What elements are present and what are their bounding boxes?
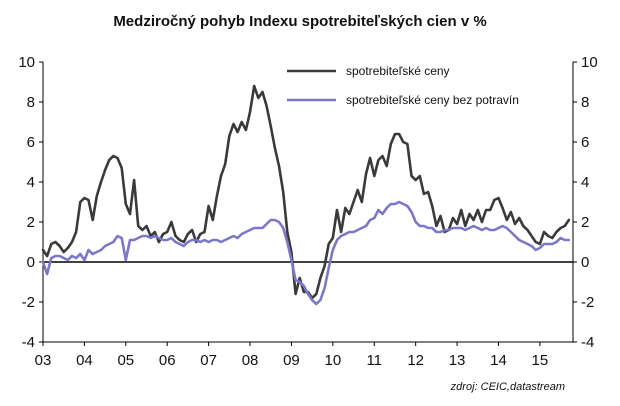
x-tick-label: 08 bbox=[242, 352, 259, 369]
y-tick-label-right: 10 bbox=[581, 54, 598, 71]
x-tick-label: 10 bbox=[325, 352, 342, 369]
y-tick-label-left: -4 bbox=[22, 334, 35, 351]
y-tick-label-right: 2 bbox=[581, 214, 589, 231]
x-tick-label: 03 bbox=[35, 352, 52, 369]
x-tick-label: 04 bbox=[76, 352, 93, 369]
x-tick-label: 05 bbox=[117, 352, 134, 369]
axes: -4 -4 -2 -2 0 0 2 2 4 4 6 6 8 8 10 10 03 04 05 06 07 08 09 10 11… bbox=[18, 54, 597, 369]
y-tick-label-right: 0 bbox=[581, 254, 589, 271]
series-lines bbox=[41, 84, 571, 306]
x-tick-label: 13 bbox=[449, 352, 466, 369]
y-tick-label-left: 0 bbox=[27, 254, 35, 271]
x-tick-label: 11 bbox=[366, 352, 382, 369]
y-tick-label-right: 6 bbox=[581, 134, 589, 151]
legend-label: spotrebiteľské ceny bbox=[346, 64, 450, 78]
y-tick-label-right: 8 bbox=[581, 94, 589, 111]
legend: spotrebiteľské ceny spotrebiteľské ceny b… bbox=[287, 64, 519, 107]
x-tick-label: 06 bbox=[159, 352, 176, 369]
x-tick-label: 12 bbox=[407, 352, 424, 369]
source-note: zdroj: CEIC,datastream bbox=[450, 381, 565, 393]
x-tick-label: 09 bbox=[283, 352, 300, 369]
y-tick-label-right: 4 bbox=[581, 174, 589, 191]
y-tick-label-left: 8 bbox=[27, 94, 35, 111]
y-tick-label-left: 2 bbox=[27, 214, 35, 231]
x-tick-label: 15 bbox=[532, 352, 549, 369]
chart-title: Medziročný pohyb Indexu spotrebiteľských… bbox=[113, 13, 486, 30]
x-tick-label: 14 bbox=[490, 352, 507, 369]
x-tick-label: 07 bbox=[200, 352, 217, 369]
y-tick-label-left: 4 bbox=[27, 174, 35, 191]
y-tick-label-left: 6 bbox=[27, 134, 35, 151]
y-tick-label-right: -2 bbox=[581, 294, 594, 311]
y-tick-label-left: 10 bbox=[18, 54, 35, 71]
series-line-cpi bbox=[41, 84, 571, 300]
series-line-cpi-ex-food bbox=[41, 200, 571, 306]
y-tick-label-right: -4 bbox=[581, 334, 594, 351]
y-tick-label-left: -2 bbox=[22, 294, 35, 311]
legend-label: spotrebiteľské ceny bez potravín bbox=[346, 93, 519, 107]
